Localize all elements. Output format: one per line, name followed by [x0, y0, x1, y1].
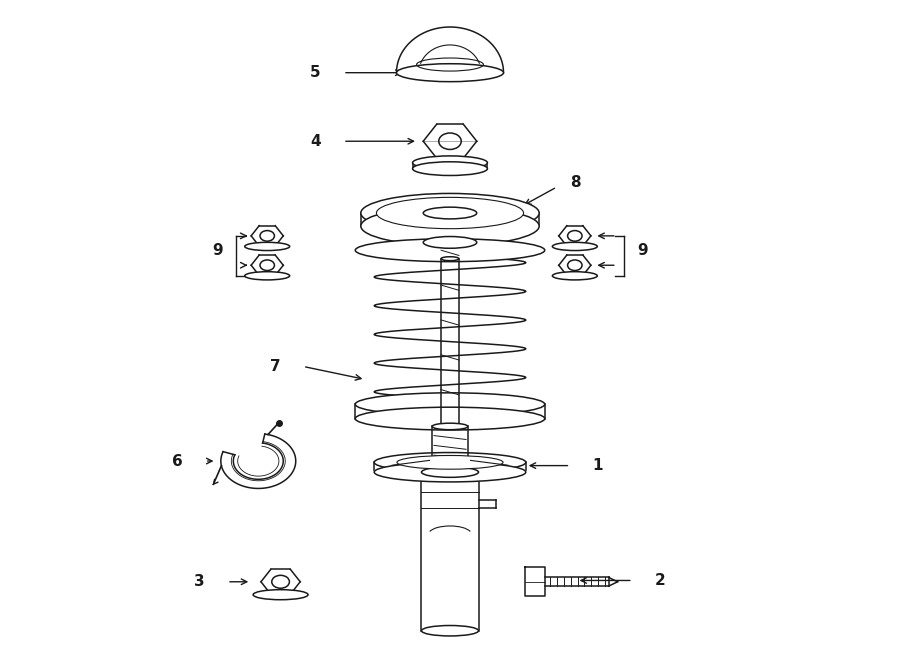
Ellipse shape	[356, 393, 544, 416]
Ellipse shape	[356, 407, 544, 430]
Ellipse shape	[423, 237, 477, 249]
Ellipse shape	[361, 194, 539, 233]
Ellipse shape	[253, 590, 308, 600]
Text: 1: 1	[593, 458, 603, 473]
Ellipse shape	[553, 272, 598, 280]
Ellipse shape	[245, 272, 290, 280]
Text: 7: 7	[270, 359, 281, 374]
Text: 2: 2	[655, 573, 666, 588]
Text: 6: 6	[172, 453, 183, 469]
Text: 9: 9	[212, 243, 222, 258]
Ellipse shape	[356, 239, 544, 262]
Ellipse shape	[432, 423, 468, 430]
Ellipse shape	[421, 625, 479, 636]
Ellipse shape	[374, 453, 526, 472]
Ellipse shape	[376, 198, 524, 229]
Text: 4: 4	[310, 134, 320, 149]
Ellipse shape	[412, 156, 488, 170]
Ellipse shape	[245, 243, 290, 251]
Ellipse shape	[397, 63, 503, 82]
Text: 5: 5	[310, 65, 320, 80]
Ellipse shape	[397, 455, 503, 469]
Text: 3: 3	[194, 574, 205, 589]
Ellipse shape	[441, 256, 459, 260]
Ellipse shape	[553, 243, 598, 251]
Ellipse shape	[412, 162, 488, 175]
Ellipse shape	[361, 206, 539, 246]
Text: 9: 9	[637, 243, 648, 258]
Text: 8: 8	[571, 175, 581, 190]
Ellipse shape	[421, 467, 479, 477]
Ellipse shape	[423, 207, 477, 219]
Ellipse shape	[374, 462, 526, 482]
